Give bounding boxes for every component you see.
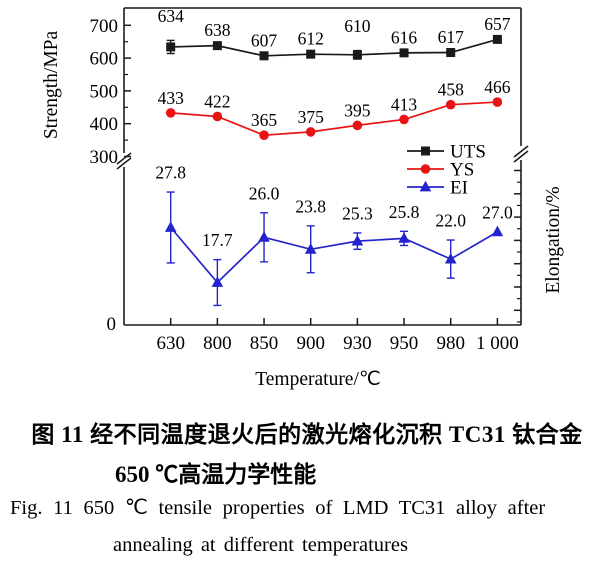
- left-axis-tick-label: 500: [90, 81, 119, 102]
- data-label-ei: 22.0: [435, 211, 466, 231]
- data-point-marker-circle: [399, 114, 409, 125]
- data-label-ei: 25.3: [342, 203, 373, 223]
- caption-english-line1: Fig. 11 650 ℃ tensile properties of LMD …: [10, 497, 546, 519]
- right-axis-break-icon: [513, 150, 529, 163]
- left-axis-tick-label: 600: [90, 49, 119, 70]
- data-label-uts: 634: [158, 6, 185, 26]
- data-label-uts: 638: [204, 20, 231, 40]
- data-point-marker-triangle: [491, 225, 504, 237]
- data-point-marker-triangle: [444, 252, 457, 264]
- series-line-uts: [170, 38, 498, 57]
- data-label-ei: 27.8: [155, 163, 186, 183]
- data-point-marker-square: [399, 48, 409, 58]
- x-axis-tick-label: 950: [390, 333, 419, 354]
- left-axis-tick-label: 700: [90, 16, 119, 37]
- data-label-ys: 433: [158, 88, 185, 108]
- caption-chinese-line1: 图 11 经不同温度退火后的激光熔化沉积 TC31 钛合金: [31, 422, 583, 447]
- data-label-ei: 17.7: [202, 230, 233, 250]
- data-point-marker-circle: [212, 111, 223, 122]
- data-label-ys: 413: [391, 94, 418, 114]
- left-axis-tick-label: 400: [90, 114, 119, 135]
- data-point-marker-circle: [445, 99, 456, 110]
- x-axis-title: Temperature/℃: [255, 369, 381, 390]
- data-point-marker-square: [492, 34, 502, 44]
- data-label-ys: 395: [344, 100, 371, 120]
- right-axis-break-icon: [513, 145, 529, 158]
- data-label-ei: 23.8: [295, 196, 326, 216]
- legend-label-ei: EI: [450, 178, 468, 199]
- data-point-marker-triangle: [304, 243, 317, 254]
- caption-chinese-line2: 650 ℃高温力学性能: [115, 462, 317, 487]
- data-point-marker-square: [212, 41, 222, 51]
- data-label-uts: 657: [484, 14, 511, 34]
- data-label-ei: 25.8: [389, 202, 420, 222]
- data-point-marker-square: [259, 51, 269, 61]
- data-point-marker-circle: [352, 120, 363, 131]
- left-axis-zero-label: 0: [107, 314, 117, 335]
- tensile-properties-chart: 300 400 500 600 700 0 630 800 850 900 930 950 980 1 0…: [41, 6, 564, 390]
- caption-english-line2: annealing at different temperatures: [113, 534, 408, 556]
- x-axis-tick-label: 930: [343, 333, 372, 354]
- y-axis-title-strength: Strength/MPa: [41, 30, 62, 139]
- legend-marker-triangle: [419, 180, 432, 192]
- legend-marker-circle: [420, 164, 431, 174]
- left-axis-break-icon: [116, 157, 132, 170]
- data-point-marker-square: [166, 42, 176, 52]
- x-axis-tick-label: 900: [296, 333, 325, 354]
- data-point-marker-triangle: [211, 276, 224, 287]
- data-point-marker-triangle: [351, 234, 364, 246]
- data-point-marker-triangle: [164, 221, 177, 232]
- legend-marker-square: [421, 146, 430, 156]
- x-axis-tick-label: 980: [436, 333, 465, 354]
- data-point-marker-circle: [305, 127, 316, 137]
- x-axis-tick-label: 1 000: [476, 333, 519, 354]
- data-point-marker-square: [352, 50, 362, 60]
- left-axis-break-icon: [116, 152, 132, 165]
- data-label-ys: 365: [251, 110, 278, 130]
- legend-label-ys: YS: [450, 160, 474, 181]
- data-point-marker-triangle: [258, 231, 270, 242]
- left-axis-tick-label: 300: [90, 147, 119, 168]
- data-point-marker-square: [446, 48, 456, 58]
- x-axis-tick-label: 630: [156, 333, 185, 354]
- data-label-uts: 616: [391, 27, 418, 47]
- data-label-ys: 375: [298, 107, 325, 127]
- data-label-ys: 466: [484, 77, 511, 97]
- series-line-ys: [170, 101, 498, 137]
- legend-label-uts: UTS: [450, 142, 486, 163]
- x-axis-tick-label: 800: [203, 333, 232, 354]
- data-label-ys: 458: [438, 80, 465, 100]
- data-label-ei: 26.0: [249, 183, 280, 203]
- data-label-ei: 27.0: [482, 202, 513, 222]
- series-line-ei: [170, 226, 498, 284]
- data-label-uts: 612: [298, 29, 324, 49]
- data-label-uts: 607: [251, 30, 278, 50]
- y-axis-title-elongation: Elongation/%: [543, 186, 564, 293]
- data-label-ys: 422: [204, 91, 230, 111]
- data-point-marker-circle: [492, 97, 503, 107]
- data-label-uts: 610: [344, 16, 371, 36]
- data-point-marker-square: [306, 49, 316, 59]
- x-axis-tick-label: 850: [250, 333, 279, 354]
- data-label-uts: 617: [438, 27, 465, 47]
- data-point-marker-circle: [259, 130, 269, 140]
- data-point-marker-triangle: [398, 232, 410, 243]
- data-point-marker-circle: [165, 108, 176, 118]
